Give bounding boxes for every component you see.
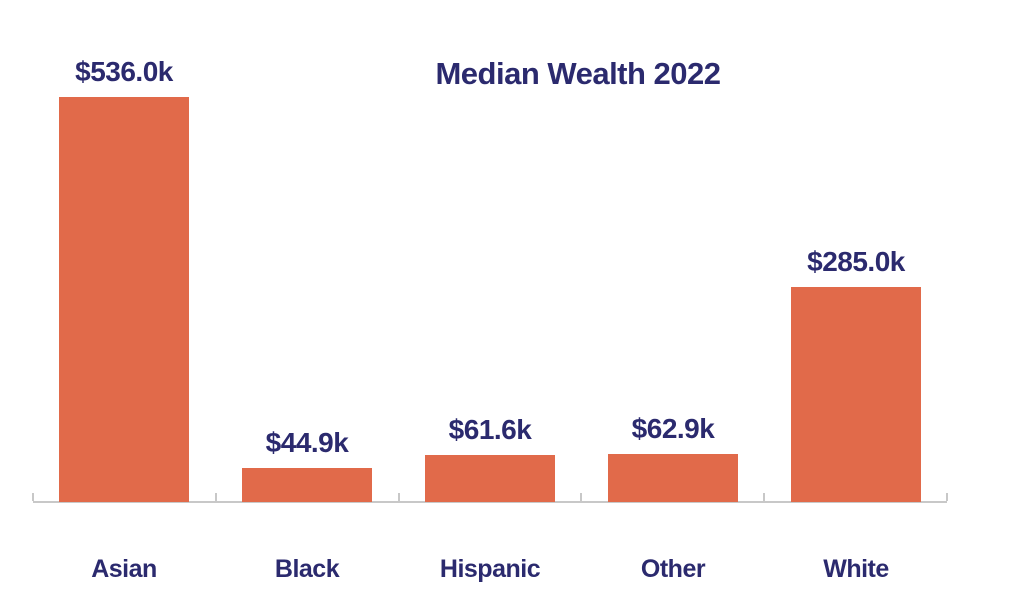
bar-black	[242, 468, 372, 502]
bar-asian	[59, 97, 189, 502]
x-axis-tick	[946, 493, 948, 501]
value-label-other: $62.9k	[631, 413, 715, 444]
x-axis-tick	[215, 493, 217, 501]
x-axis-tick	[398, 493, 400, 501]
value-label-white: $285.0k	[807, 246, 905, 277]
x-axis-tick	[32, 493, 34, 501]
x-axis-line	[33, 501, 947, 503]
value-label-black: $44.9k	[265, 427, 349, 458]
category-label-asian: Asian	[91, 555, 157, 583]
value-label-hispanic: $61.6k	[448, 414, 532, 445]
chart-title: Median Wealth 2022	[435, 56, 721, 91]
value-label-asian: $536.0k	[75, 56, 173, 87]
category-label-black: Black	[274, 555, 340, 583]
category-label-white: White	[823, 555, 889, 583]
category-label-hispanic: Hispanic	[439, 555, 541, 583]
bar-hispanic	[425, 455, 555, 502]
bar-other	[608, 454, 738, 502]
x-axis-tick	[763, 493, 765, 501]
category-label-other: Other	[640, 555, 706, 583]
x-axis-tick	[580, 493, 582, 501]
bar-white	[791, 287, 921, 502]
